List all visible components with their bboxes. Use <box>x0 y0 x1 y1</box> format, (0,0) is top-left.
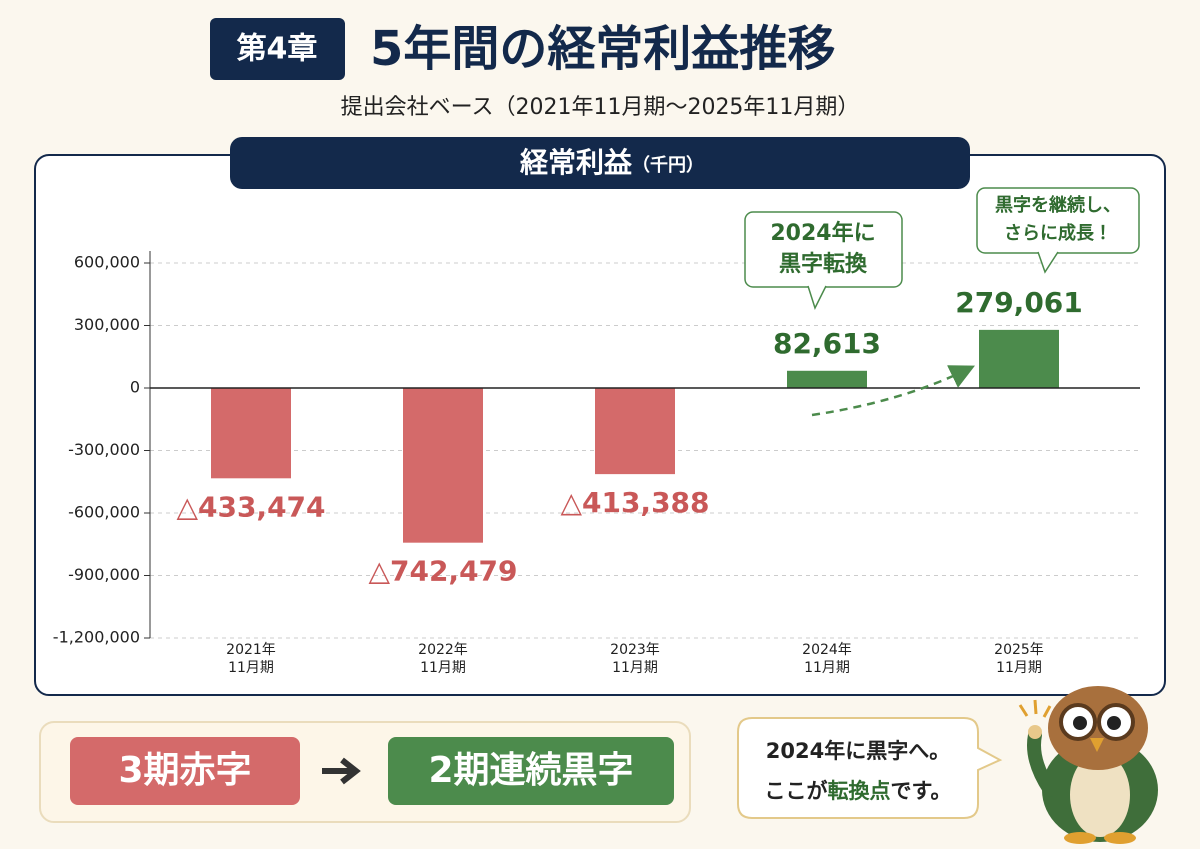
annotation-tail <box>807 285 827 310</box>
plot: -1,200,000 -900,000 -600,000 -300,000 0 300,0… <box>53 251 1140 676</box>
bar <box>211 388 291 479</box>
bar <box>979 329 1059 388</box>
chart-title: 経常利益 <box>519 146 633 179</box>
annotation-text: 2024年に <box>770 220 875 246</box>
speech-text: ここが転換点です。 <box>765 779 952 803</box>
chapter-label: 第4章 <box>237 32 318 67</box>
bar <box>595 388 675 475</box>
speech-text: 2024年に黒字へ。 <box>766 739 950 763</box>
y-tick-label: -1,200,000 <box>53 628 140 647</box>
value-label: 279,061 <box>955 286 1083 319</box>
mascot <box>1018 686 1158 844</box>
summary-pill <box>70 737 300 805</box>
x-tick-label: 2025年 11月期 <box>994 642 1044 676</box>
y-tick-label: 0 <box>130 378 140 397</box>
bar <box>787 370 867 388</box>
x-tick-label: 2024年 11月期 <box>802 642 852 676</box>
subtitle: 提出会社ベース（2021年11月期〜2025年11月期） <box>341 95 860 120</box>
annotation-tail <box>1037 251 1059 274</box>
annotation-text: さらに成長！ <box>1004 222 1112 244</box>
value-label: △742,479 <box>368 555 517 588</box>
speech-text: です。 <box>891 779 952 803</box>
speech-bubble <box>737 717 1003 819</box>
summary-pill <box>388 737 674 805</box>
summary-after: 2期連続黒字 <box>428 750 633 791</box>
bar <box>403 388 483 543</box>
x-tick-label: 2022年 11月期 <box>418 642 468 676</box>
value-label: △433,474 <box>176 490 325 523</box>
speech-highlight: 転換点 <box>828 779 891 803</box>
speech-text: ここが <box>765 779 828 803</box>
y-tick-label: 300,000 <box>74 315 140 334</box>
annotation-text: 黒字転換 <box>779 251 868 277</box>
x-tick-label: 2021年 11月期 <box>226 642 276 676</box>
y-tick-label: -900,000 <box>68 565 140 584</box>
page-title: 5年間の経常利益推移 <box>370 21 835 77</box>
y-tick-label: 600,000 <box>74 253 140 272</box>
panel-header <box>230 137 970 189</box>
chapter-badge <box>210 18 345 80</box>
x-tick-label: 2023年 11月期 <box>610 642 660 676</box>
summary-arrow <box>322 757 361 785</box>
y-tick-label: -600,000 <box>68 503 140 522</box>
trend-arrow <box>811 365 975 417</box>
annotation-text: 黒字を継続し、 <box>995 194 1121 216</box>
summary-before: 3期赤字 <box>118 750 251 791</box>
value-label: △413,388 <box>560 486 709 519</box>
chart-unit: （千円） <box>632 155 704 176</box>
value-label: 82,613 <box>773 327 881 360</box>
y-tick-label: -300,000 <box>68 440 140 459</box>
